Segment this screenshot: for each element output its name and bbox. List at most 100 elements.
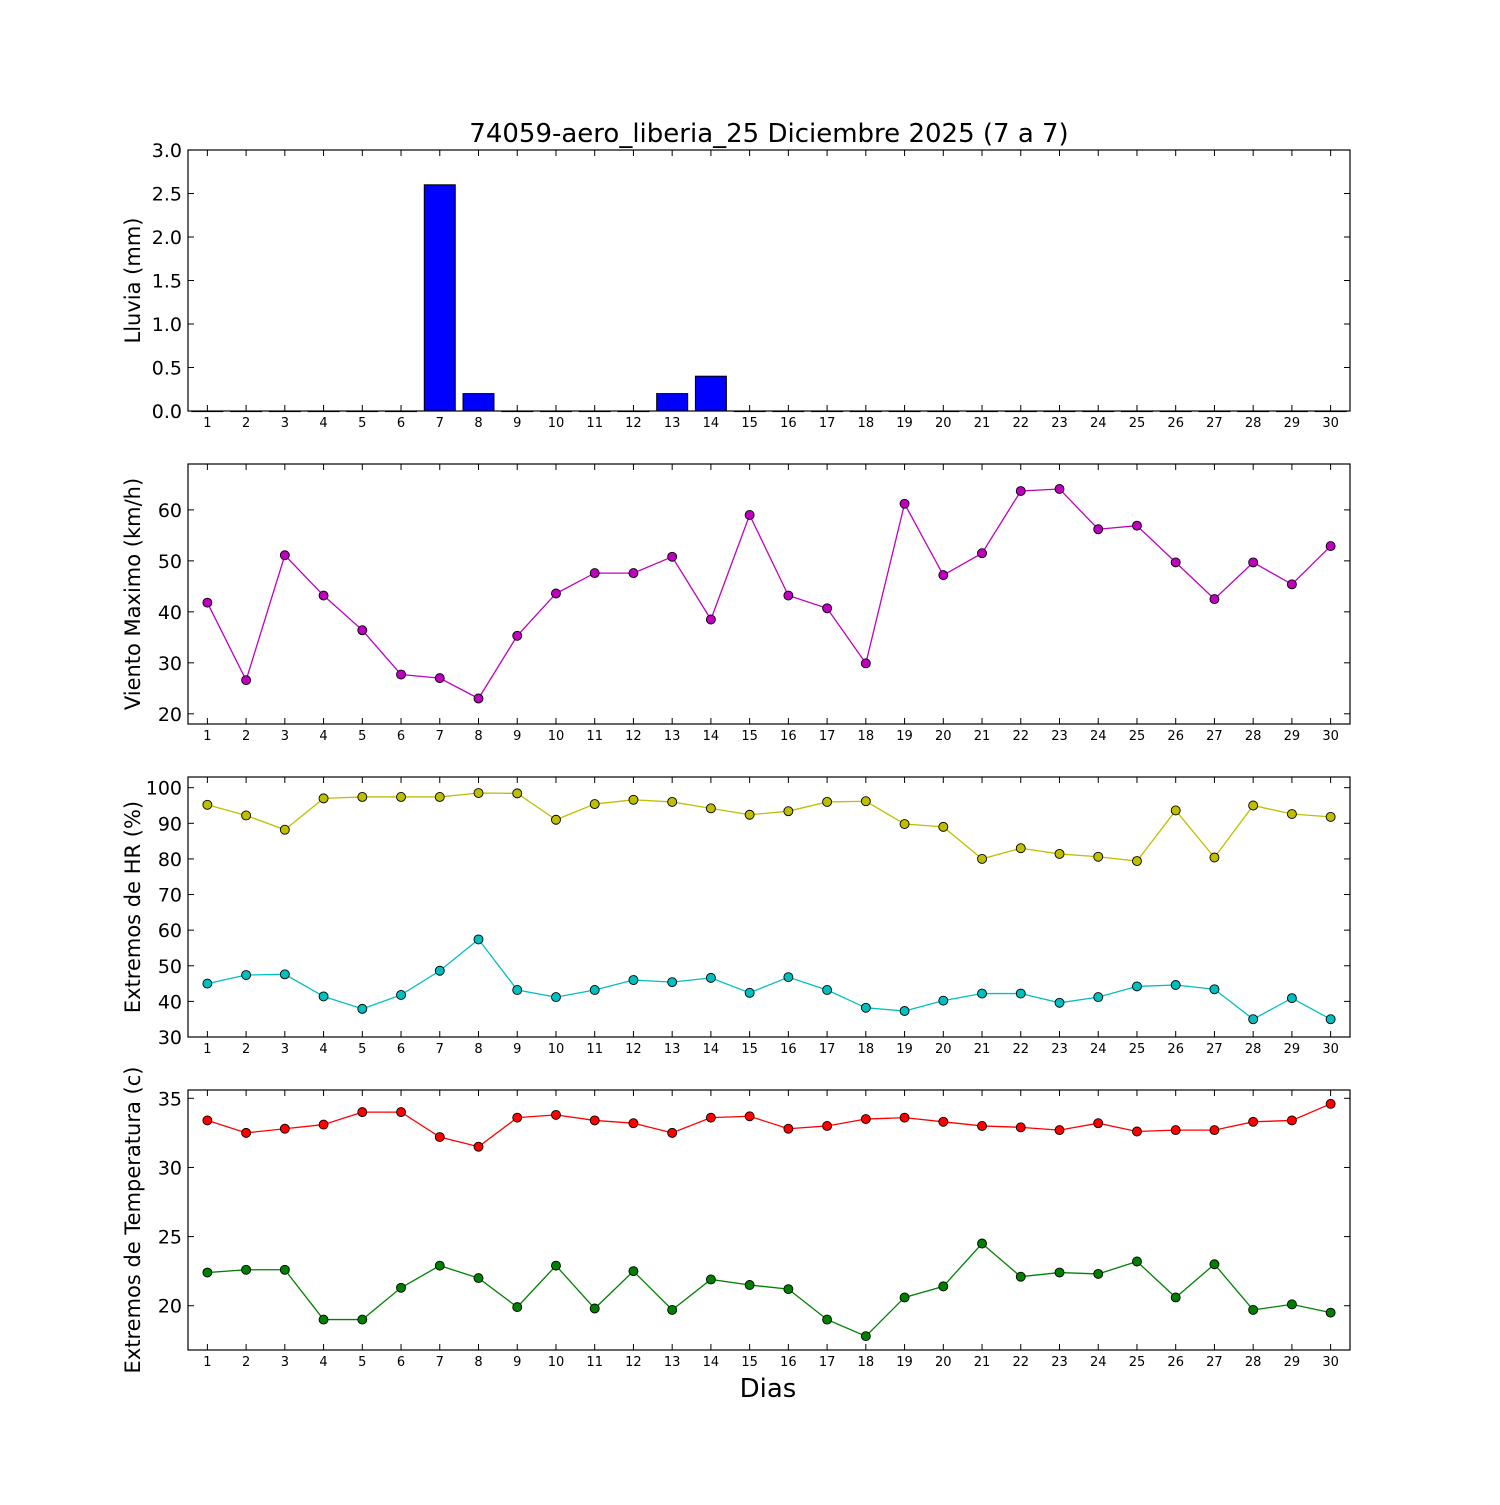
y-axis-label: Viento Maximo (km/h)	[121, 478, 145, 710]
data-point	[977, 548, 987, 559]
data-point	[589, 568, 600, 579]
data-point	[1325, 541, 1336, 552]
data-point	[938, 1116, 949, 1127]
data-point	[938, 1281, 949, 1292]
x-tick-label: 29	[1284, 729, 1301, 744]
data-point	[860, 1114, 871, 1124]
y-tick-label: 35	[158, 1088, 182, 1110]
y-tick-label: 40	[158, 602, 182, 624]
x-tick-label: 30	[1322, 1042, 1339, 1057]
x-tick-label: 27	[1206, 1042, 1223, 1057]
data-point	[1093, 1268, 1104, 1279]
x-tick-label: 8	[474, 1042, 482, 1057]
x-tick-label: 13	[664, 416, 681, 431]
data-point	[667, 796, 678, 807]
y-tick-label: 2.0	[152, 227, 182, 249]
x-tick-label: 14	[703, 1355, 720, 1370]
data-point	[744, 1111, 755, 1122]
x-tick-label: 20	[935, 1042, 952, 1057]
x-tick-label: 30	[1322, 1355, 1339, 1370]
x-tick-label: 6	[397, 416, 405, 431]
bar	[694, 375, 727, 412]
x-tick-label: 21	[974, 729, 991, 744]
data-point	[512, 630, 523, 641]
x-tick-label: 24	[1090, 1042, 1107, 1057]
x-tick-label: 4	[319, 416, 327, 431]
data-point	[667, 551, 678, 562]
y-tick-label: 30	[158, 1027, 182, 1049]
y-tick-label: 0.5	[152, 358, 182, 380]
y-axis-label: Extremos de HR (%)	[121, 801, 145, 1013]
y-tick-label: 80	[158, 849, 182, 871]
x-axis-label: Dias	[740, 1374, 797, 1404]
x-tick-label: 15	[741, 416, 758, 431]
x-tick-label: 6	[397, 1042, 405, 1057]
y-tick-label: 20	[158, 1296, 182, 1318]
data-point	[1054, 848, 1065, 859]
data-point	[241, 1127, 252, 1138]
data-point	[744, 510, 755, 520]
data-point	[667, 977, 678, 988]
data-point	[1325, 1307, 1336, 1318]
data-point	[512, 985, 523, 995]
data-point	[1248, 557, 1259, 568]
x-tick-label: 25	[1129, 1042, 1146, 1057]
data-point	[860, 1002, 871, 1013]
y-tick-label: 1.0	[152, 314, 182, 336]
data-point	[860, 658, 871, 669]
data-point	[434, 1260, 445, 1271]
data-point	[202, 799, 213, 810]
data-point	[1209, 1125, 1220, 1136]
data-point	[783, 1284, 794, 1295]
series-line	[206, 488, 1332, 700]
x-tick-label: 18	[858, 1042, 875, 1057]
data-point	[1015, 843, 1026, 854]
x-tick-label: 1	[203, 1355, 211, 1370]
x-tick-label: 24	[1090, 729, 1107, 744]
axes-frame	[187, 776, 1351, 1038]
x-tick-label: 27	[1206, 1355, 1223, 1370]
x-tick-label: 23	[1051, 729, 1068, 744]
data-point	[822, 1121, 833, 1131]
x-tick-label: 3	[281, 1042, 289, 1057]
data-point	[628, 568, 639, 579]
y-tick-label: 50	[158, 551, 182, 573]
data-point	[1286, 993, 1297, 1004]
x-tick-label: 19	[896, 1042, 913, 1057]
x-tick-label: 18	[858, 729, 875, 744]
data-point	[396, 669, 406, 680]
data-point	[473, 693, 484, 704]
data-point	[241, 675, 252, 686]
y-tick-label: 0.0	[152, 401, 182, 423]
data-point	[1170, 1292, 1181, 1303]
data-point	[899, 1006, 910, 1016]
data-point	[628, 1266, 639, 1277]
data-point	[705, 803, 716, 814]
x-tick-label: 25	[1129, 1355, 1146, 1370]
chart-title: 74059-aero_liberia_25 Diciembre 2025 (7 …	[469, 119, 1068, 149]
x-tick-label: 17	[819, 729, 836, 744]
data-point	[202, 1267, 213, 1278]
y-tick-label: 1.5	[152, 271, 182, 293]
data-point	[1015, 1271, 1026, 1282]
x-tick-label: 14	[703, 729, 720, 744]
bar	[423, 184, 456, 412]
data-point	[434, 673, 445, 684]
x-tick-label: 30	[1322, 729, 1339, 744]
data-point	[473, 788, 484, 798]
x-tick-label: 9	[513, 1042, 521, 1057]
x-tick-label: 8	[474, 416, 482, 431]
y-tick-label: 60	[158, 920, 182, 942]
data-point	[1054, 1125, 1065, 1136]
data-point	[279, 824, 290, 835]
data-point	[1093, 1118, 1104, 1129]
x-tick-label: 23	[1051, 1355, 1068, 1370]
x-tick-label: 13	[664, 729, 681, 744]
y-tick-label: 50	[158, 956, 182, 978]
x-tick-label: 20	[935, 416, 952, 431]
x-tick-label: 27	[1206, 729, 1223, 744]
data-point	[822, 796, 833, 807]
data-point	[1132, 1126, 1142, 1137]
x-tick-label: 23	[1051, 416, 1068, 431]
